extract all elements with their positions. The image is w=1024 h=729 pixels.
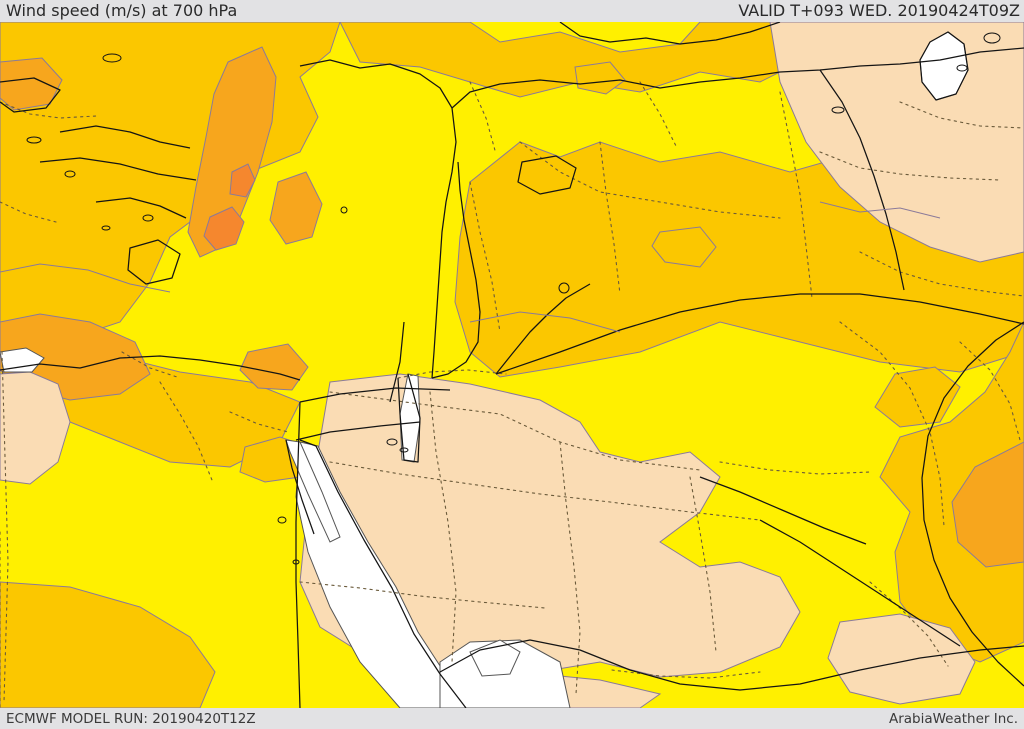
footer-bar: ECMWF MODEL RUN: 20190420T12Z ArabiaWeat… <box>0 708 1024 729</box>
model-run-label: ECMWF MODEL RUN: 20190420T12Z <box>6 711 256 727</box>
header-bar <box>0 0 1024 22</box>
fill-level-very-low <box>0 31 969 708</box>
valid-time-label: VALID T+093 WED. 20190424T09Z <box>738 1 1020 20</box>
page-title: Wind speed (m/s) at 700 hPa <box>6 1 238 20</box>
fill-level-high <box>0 46 1024 568</box>
country-borders <box>0 22 1024 708</box>
provider-credit: ArabiaWeather Inc. <box>888 711 1018 727</box>
admin-borders <box>0 81 1024 708</box>
islands <box>26 32 1001 565</box>
fill-level-low <box>0 22 1024 708</box>
map-canvas[interactable] <box>0 22 1024 708</box>
contour-map-svg <box>0 22 1024 708</box>
contour-lines <box>0 201 941 333</box>
fill-level-very-high <box>203 163 256 251</box>
